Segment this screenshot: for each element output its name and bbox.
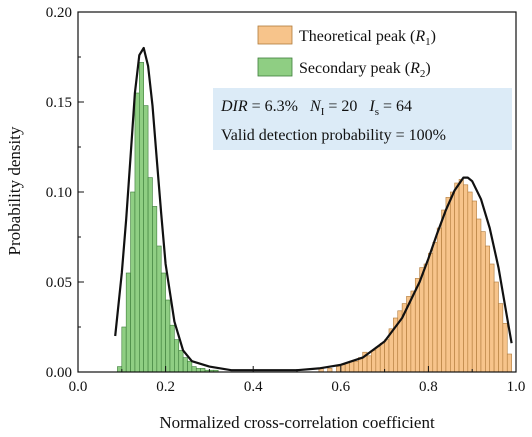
plot-frame <box>77 11 517 373</box>
theoretical-bar <box>371 350 377 373</box>
theoretical-bar <box>485 245 491 373</box>
y-axis-label: Probability density <box>5 126 24 255</box>
y-tick-label: 0.20 <box>46 5 72 21</box>
x-tick-label: 0.6 <box>331 379 350 395</box>
theoretical-bar <box>449 191 455 373</box>
theoretical-bar <box>463 184 469 373</box>
legend-swatch-theoretical <box>257 25 293 45</box>
secondary-bar <box>187 360 193 373</box>
secondary-bar <box>121 326 127 373</box>
secondary-bar <box>165 299 171 373</box>
secondary-bar <box>130 191 136 373</box>
theoretical-bar <box>489 263 495 373</box>
x-tick-label: 0.2 <box>156 379 175 395</box>
theoretical-bar <box>458 179 464 373</box>
theoretical-bar <box>445 197 451 373</box>
y-tick-label: 0.00 <box>46 365 72 381</box>
theoretical-bar <box>419 267 425 373</box>
fitted-curve-layer <box>114 46 513 372</box>
theoretical-bar <box>379 342 385 373</box>
x-axis-label: Normalized cross-correlation coefficient <box>159 413 435 432</box>
theoretical-bar <box>375 346 381 373</box>
x-tick-label: 0.4 <box>244 379 263 395</box>
annotation-box: DIR = 6.3% NI = 20 Is = 64 Valid detection… <box>213 88 512 150</box>
x-tick-label: 1.0 <box>507 379 526 395</box>
theoretical-bar <box>423 263 429 373</box>
annotation-line-2: Valid detection probability = 100% <box>221 127 446 144</box>
annotation-line-1: DIR = 6.3% NI = 20 Is = 64 <box>220 98 412 118</box>
fitted-curve <box>114 46 513 372</box>
legend: Theoretical peak (R1) Secondary peak (R2… <box>257 25 436 80</box>
secondary-bar <box>191 366 197 373</box>
y-tick-label: 0.05 <box>46 275 72 291</box>
secondary-bar <box>156 245 162 373</box>
secondary-bar <box>152 206 158 373</box>
secondary-bar <box>134 92 140 373</box>
theoretical-bar <box>340 364 346 373</box>
secondary-bar <box>139 62 145 373</box>
theoretical-bar <box>480 231 486 373</box>
theoretical-bar <box>414 278 420 373</box>
legend-swatch-secondary <box>257 57 293 77</box>
legend-label-secondary: Secondary peak (R2) <box>299 60 431 80</box>
theoretical-bar <box>471 200 477 373</box>
theoretical-bar <box>441 209 447 373</box>
theoretical-bar <box>436 227 442 373</box>
y-tick-label: 0.15 <box>46 95 72 111</box>
x-tick-label: 0.0 <box>69 379 88 395</box>
theoretical-bar <box>467 191 473 373</box>
theoretical-bar <box>502 323 508 373</box>
secondary-bar <box>117 366 123 373</box>
theoretical-bar <box>384 339 390 373</box>
theoretical-bar <box>428 252 434 373</box>
secondary-bar <box>143 105 149 373</box>
y-tick-label: 0.10 <box>46 185 72 201</box>
legend-label-theoretical: Theoretical peak (R1) <box>299 28 436 48</box>
secondary-bar <box>125 272 131 373</box>
secondary-bar <box>174 339 180 373</box>
theoretical-bar <box>366 355 372 373</box>
theoretical-bar <box>476 218 482 373</box>
theoretical-bar <box>432 242 438 373</box>
theoretical-bar <box>353 360 359 373</box>
secondary-peak-bars <box>117 62 219 373</box>
theoretical-peak-bars <box>318 179 512 373</box>
theoretical-bar <box>410 290 416 373</box>
secondary-bar <box>182 357 188 373</box>
secondary-bar <box>160 272 166 373</box>
annotation-background <box>213 88 512 150</box>
theoretical-bar <box>493 281 499 373</box>
x-tick-label: 0.8 <box>419 379 438 395</box>
secondary-bar <box>178 350 184 373</box>
theoretical-bar <box>506 353 512 373</box>
theoretical-bar <box>498 303 504 373</box>
secondary-bar <box>147 177 153 373</box>
secondary-bar <box>169 324 175 373</box>
theoretical-bar <box>344 362 350 373</box>
axis-ticks: 0.0 0.2 0.4 0.6 0.8 1.0 0.00 0.05 0.10 0.15 0.20 <box>46 5 526 395</box>
theoretical-bar <box>336 366 342 373</box>
theoretical-bar <box>454 182 460 373</box>
